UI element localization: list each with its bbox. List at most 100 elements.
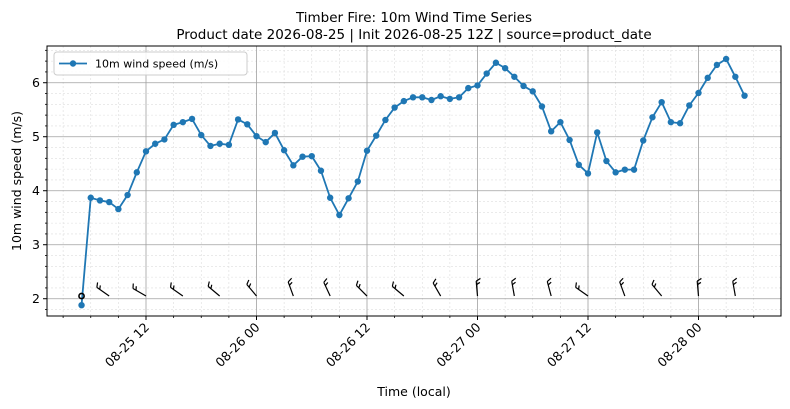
x-tick-label: 08-26 00 bbox=[212, 319, 262, 369]
barb-feather bbox=[651, 279, 655, 285]
y-axis-label: 10m wind speed (m/s) bbox=[9, 111, 24, 251]
barb-shaft bbox=[323, 282, 331, 297]
barb-feather bbox=[475, 277, 481, 282]
data-point bbox=[557, 118, 564, 126]
data-point bbox=[234, 116, 242, 123]
data-point bbox=[741, 92, 748, 99]
data-point bbox=[262, 138, 269, 146]
data-point bbox=[142, 148, 150, 155]
barb-shaft bbox=[619, 281, 626, 297]
barb-feather bbox=[620, 281, 625, 286]
data-point bbox=[78, 302, 85, 309]
barb-feather bbox=[96, 282, 99, 288]
barb-shaft bbox=[355, 284, 368, 297]
barb-feather bbox=[324, 282, 329, 286]
data-point bbox=[483, 70, 490, 77]
wind-barb bbox=[432, 278, 442, 297]
barb-shaft bbox=[575, 286, 589, 297]
x-axis-ticks: 08-25 12 08-26 00 08-26 12 08-27 00 08-27 12… bbox=[62, 316, 755, 370]
data-point bbox=[547, 128, 555, 135]
barb-feather bbox=[511, 277, 517, 282]
data-point bbox=[373, 132, 380, 139]
data-point bbox=[299, 153, 306, 160]
data-point bbox=[612, 169, 619, 176]
data-point bbox=[428, 96, 435, 104]
legend-label: 10m wind speed (m/s) bbox=[95, 58, 218, 71]
data-point bbox=[216, 140, 223, 147]
data-point bbox=[391, 104, 398, 111]
barb-feather bbox=[207, 281, 210, 287]
barb-shaft bbox=[432, 282, 442, 297]
x-tick-label: 08-25 12 bbox=[102, 320, 152, 370]
barb-feather bbox=[248, 283, 252, 288]
chart-subtitle: Product date 2026-08-25 | Init 2026-08-2… bbox=[176, 27, 651, 43]
minor-grid bbox=[47, 46, 781, 316]
barb-shaft bbox=[207, 285, 221, 297]
barb-shaft bbox=[511, 281, 515, 297]
barb-shaft bbox=[287, 281, 294, 297]
barb-feather bbox=[696, 277, 702, 282]
data-point bbox=[225, 141, 233, 149]
data-point bbox=[87, 194, 94, 201]
barb-feather bbox=[546, 277, 552, 282]
data-point bbox=[621, 166, 629, 173]
data-point bbox=[179, 118, 187, 126]
y-tick-label: 3 bbox=[32, 237, 40, 252]
barb-feather bbox=[697, 281, 702, 286]
wind-barb bbox=[323, 278, 331, 297]
wind-barb bbox=[619, 277, 626, 297]
wind-barb bbox=[246, 279, 257, 297]
data-point bbox=[105, 198, 113, 206]
barb-shaft bbox=[732, 281, 736, 297]
data-point bbox=[713, 61, 721, 69]
barb-feather bbox=[288, 281, 293, 286]
data-point bbox=[584, 170, 592, 177]
y-tick-label: 5 bbox=[32, 129, 40, 144]
data-point bbox=[244, 121, 251, 128]
y-axis-ticks: 2 3 4 5 6 bbox=[32, 49, 47, 310]
barb-feather bbox=[355, 280, 359, 286]
data-point bbox=[566, 136, 573, 144]
y-tick-label: 2 bbox=[32, 291, 40, 306]
data-point bbox=[446, 95, 454, 103]
data-point bbox=[290, 162, 297, 169]
calm-wind-marker bbox=[78, 292, 85, 300]
data-point bbox=[492, 59, 500, 66]
wind-barb bbox=[391, 281, 405, 297]
barb-feather bbox=[172, 285, 175, 290]
series-layer bbox=[78, 55, 748, 309]
barb-feather bbox=[434, 282, 438, 287]
data-point bbox=[170, 121, 177, 129]
barb-feather bbox=[246, 279, 250, 285]
wind-barb bbox=[696, 277, 702, 297]
barb-feather bbox=[575, 282, 578, 288]
wind-barb bbox=[355, 280, 368, 297]
data-point bbox=[722, 55, 730, 63]
y-tick-label: 4 bbox=[32, 183, 40, 198]
data-point bbox=[96, 197, 104, 204]
data-point bbox=[511, 73, 518, 80]
data-point bbox=[382, 116, 389, 124]
data-point bbox=[253, 132, 260, 140]
data-point bbox=[640, 137, 647, 144]
data-point bbox=[686, 102, 693, 109]
data-point bbox=[317, 167, 325, 174]
data-point bbox=[501, 64, 509, 72]
data-point bbox=[603, 157, 610, 165]
data-point bbox=[676, 120, 684, 127]
barb-feather bbox=[169, 282, 172, 288]
data-point bbox=[363, 147, 371, 154]
wind-barb bbox=[96, 282, 110, 297]
data-point bbox=[658, 98, 665, 106]
plot-frame bbox=[46, 45, 782, 317]
data-point bbox=[474, 82, 481, 89]
data-point bbox=[115, 205, 122, 213]
data-point bbox=[649, 114, 656, 121]
data-point bbox=[520, 82, 527, 90]
data-point bbox=[419, 94, 426, 101]
data-point bbox=[400, 97, 408, 105]
x-tick-label: 08-27 00 bbox=[433, 319, 483, 369]
wind-barb bbox=[132, 283, 147, 297]
legend-box bbox=[53, 51, 248, 76]
barb-shaft bbox=[696, 281, 700, 297]
